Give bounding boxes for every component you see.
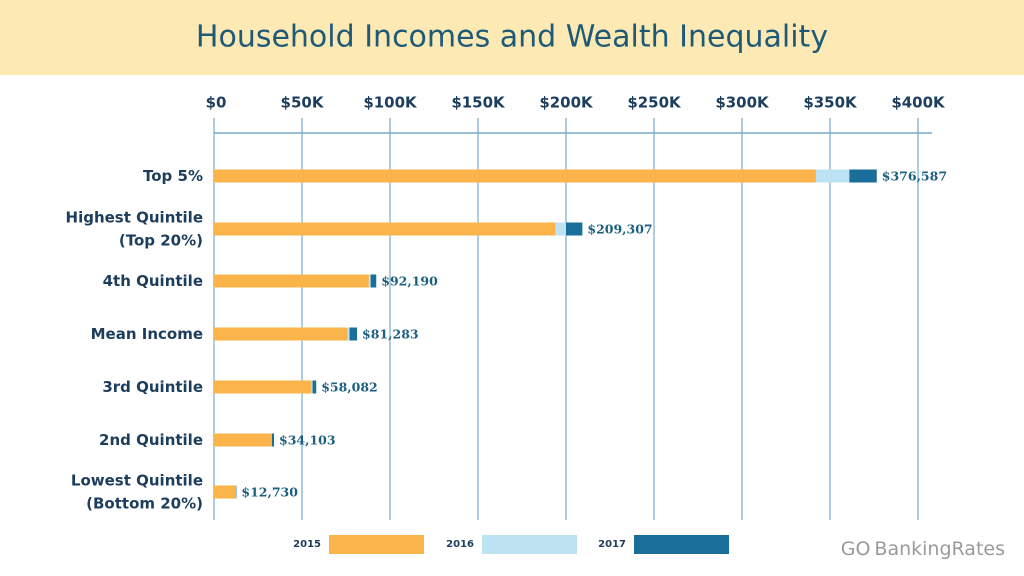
category-line: Highest Quintile: [66, 208, 203, 226]
bar-segment: [271, 433, 275, 447]
bar-segment: [214, 380, 312, 394]
bar-segment: [347, 327, 350, 341]
x-tick-label: $150K: [451, 94, 506, 112]
category-line: 4th Quintile: [103, 272, 203, 290]
legend-label: 2017: [598, 539, 626, 550]
bar-segment: [849, 169, 877, 183]
category-label: Mean Income: [91, 325, 203, 343]
logo-go: GO: [841, 538, 871, 560]
bar-segment: [815, 169, 850, 183]
category-line: 2nd Quintile: [99, 431, 203, 449]
category-label: 4th Quintile: [103, 272, 203, 290]
chart-title: Household Incomes and Wealth Inequality: [196, 20, 828, 55]
category-line: 3rd Quintile: [102, 378, 203, 396]
total-label: $81,283: [362, 327, 419, 342]
category-line: (Bottom 20%): [86, 494, 203, 512]
legend-label: 2015: [293, 539, 321, 550]
category-line: Mean Income: [91, 325, 203, 343]
bar-segment: [555, 222, 566, 236]
category-line: Lowest Quintile: [71, 471, 203, 489]
x-tick-label: $50K: [281, 94, 325, 112]
bar-segment: [311, 380, 313, 394]
x-tick-label: $350K: [803, 94, 858, 112]
x-tick-label: $0: [206, 94, 227, 112]
bar-segment: [214, 274, 369, 288]
x-tick-label: $200K: [539, 94, 594, 112]
header-band: [0, 0, 1024, 75]
total-label: $376,587: [882, 169, 947, 184]
legend-swatch: [634, 535, 729, 554]
total-label: $12,730: [241, 485, 298, 500]
bar-segment: [271, 433, 272, 447]
x-tick-label: $100K: [363, 94, 418, 112]
x-tick-label: $300K: [715, 94, 770, 112]
logo: GO BankingRates: [841, 538, 1005, 560]
category-label: Highest Quintile (Top 20%): [66, 208, 203, 249]
category-line: Top 5%: [143, 167, 203, 185]
bar-segment: [214, 169, 816, 183]
category-line: (Top 20%): [119, 231, 203, 249]
bar-segment: [235, 485, 237, 499]
total-label: $209,307: [587, 222, 652, 237]
legend-label: 2016: [446, 539, 474, 550]
logo-name: BankingRates: [874, 538, 1005, 560]
bar-segment: [349, 327, 358, 341]
x-tick-label: $250K: [627, 94, 682, 112]
bar-segment: [214, 222, 556, 236]
legend-swatch: [482, 535, 577, 554]
x-tick-label: $400K: [891, 94, 946, 112]
bar-segment: [370, 274, 377, 288]
bar-segment: [214, 433, 272, 447]
total-label: $34,103: [279, 433, 336, 448]
bar-segment: [368, 274, 371, 288]
category-label: Top 5%: [143, 167, 203, 185]
category-label: 3rd Quintile: [102, 378, 203, 396]
legend-swatch: [329, 535, 424, 554]
bar-segment: [214, 327, 348, 341]
bar-segment: [312, 380, 317, 394]
bar-segment: [214, 485, 236, 499]
total-label: $92,190: [381, 274, 438, 289]
category-label: Lowest Quintile (Bottom 20%): [71, 471, 203, 512]
total-label: $58,082: [321, 380, 378, 395]
category-label: 2nd Quintile: [99, 431, 203, 449]
bar-segment: [566, 222, 583, 236]
